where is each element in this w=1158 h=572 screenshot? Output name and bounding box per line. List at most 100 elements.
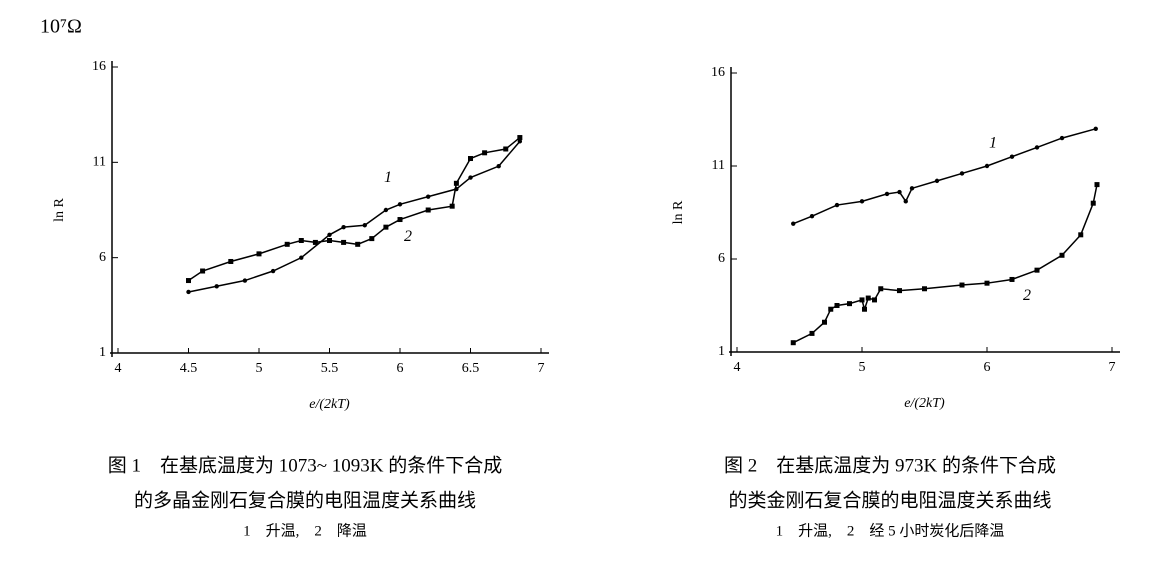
point <box>383 207 389 213</box>
x-tick-label: 4 <box>734 360 741 375</box>
point <box>1034 267 1040 273</box>
point <box>312 239 318 245</box>
y-axis-label: ln R <box>671 200 686 224</box>
point <box>878 286 884 292</box>
point <box>482 150 488 156</box>
point <box>1090 200 1096 206</box>
x-tick-label: 5.5 <box>321 361 339 376</box>
point <box>503 146 509 152</box>
point <box>1059 135 1065 141</box>
point <box>822 319 827 325</box>
point <box>341 224 346 230</box>
point <box>284 241 290 247</box>
x-tick-label: 7 <box>538 361 545 376</box>
x-tick-label: 4 <box>115 361 122 376</box>
point <box>828 306 834 312</box>
x-axis-label: e/(2kT) <box>309 397 350 412</box>
point <box>859 199 865 204</box>
x-tick-label: 7 <box>1109 360 1116 375</box>
point <box>517 135 523 141</box>
point <box>909 186 915 191</box>
point <box>984 280 990 286</box>
point <box>397 217 403 223</box>
x-tick-label: 5 <box>256 361 263 376</box>
point <box>1094 182 1100 188</box>
point <box>496 163 501 169</box>
point <box>468 156 473 162</box>
y-axis-label: ln R <box>52 197 67 221</box>
x-tick-label: 6 <box>397 361 404 376</box>
point <box>242 278 248 283</box>
series-line <box>188 136 521 282</box>
point <box>1059 252 1065 258</box>
x-tick-label: 4.5 <box>180 361 198 376</box>
y-tick-label: 6 <box>99 250 106 265</box>
series-label: 2 <box>404 228 412 245</box>
point <box>872 297 877 303</box>
x-tick-label: 5 <box>859 360 866 375</box>
series-line <box>792 128 1096 225</box>
point <box>200 268 206 274</box>
point <box>834 303 840 308</box>
point <box>791 221 796 226</box>
x-axis-label: e/(2kT) <box>904 396 945 411</box>
caption: 图 2 在基底温度为 973K 的条件下合成 <box>724 454 1056 476</box>
point <box>369 236 375 242</box>
point <box>862 306 867 312</box>
point <box>834 202 840 208</box>
point <box>186 289 191 295</box>
point <box>327 238 332 244</box>
point <box>397 202 403 207</box>
point <box>922 286 927 292</box>
series-line <box>188 140 521 293</box>
point <box>959 282 965 288</box>
series-label: 2 <box>1023 287 1031 304</box>
y-tick-label: 16 <box>711 65 725 80</box>
y-tick-label: 11 <box>93 155 106 170</box>
series-label: 1 <box>384 169 392 186</box>
point <box>426 194 431 199</box>
point <box>362 223 367 228</box>
point <box>299 255 304 260</box>
y-unit: 10⁷Ω <box>40 16 82 38</box>
point <box>934 178 940 184</box>
caption: 1 升温, 2 降温 <box>243 522 367 539</box>
point <box>884 191 890 197</box>
point <box>959 171 965 176</box>
y-tick-label: 1 <box>99 345 106 360</box>
point <box>903 199 908 204</box>
point <box>298 238 304 244</box>
x-tick-label: 6.5 <box>462 361 480 376</box>
point <box>1078 232 1084 238</box>
point <box>341 239 347 245</box>
point <box>449 203 455 209</box>
point <box>270 268 276 274</box>
point <box>228 258 234 264</box>
caption: 的多晶金刚石复合膜的电阻温度关系曲线 <box>134 489 476 511</box>
point <box>425 207 431 213</box>
point <box>383 224 389 230</box>
point <box>865 295 871 301</box>
point <box>984 163 990 169</box>
x-tick-label: 6 <box>984 360 991 375</box>
point <box>1009 154 1015 159</box>
point <box>468 175 473 180</box>
point <box>809 330 815 336</box>
point <box>1034 145 1040 150</box>
point <box>327 232 332 237</box>
series-label: 1 <box>989 135 997 152</box>
point <box>453 180 459 186</box>
point <box>897 189 902 195</box>
y-tick-label: 6 <box>718 251 725 266</box>
point <box>790 340 796 346</box>
series-line <box>792 184 1098 344</box>
point <box>859 297 865 303</box>
point <box>186 278 191 284</box>
y-tick-label: 1 <box>718 344 725 359</box>
point <box>1009 276 1015 282</box>
point <box>847 301 852 307</box>
caption: 的类金刚石复合膜的电阻温度关系曲线 <box>728 489 1051 511</box>
point <box>809 214 815 219</box>
caption: 1 升温, 2 经 5 小时炭化后降温 <box>776 522 1005 539</box>
